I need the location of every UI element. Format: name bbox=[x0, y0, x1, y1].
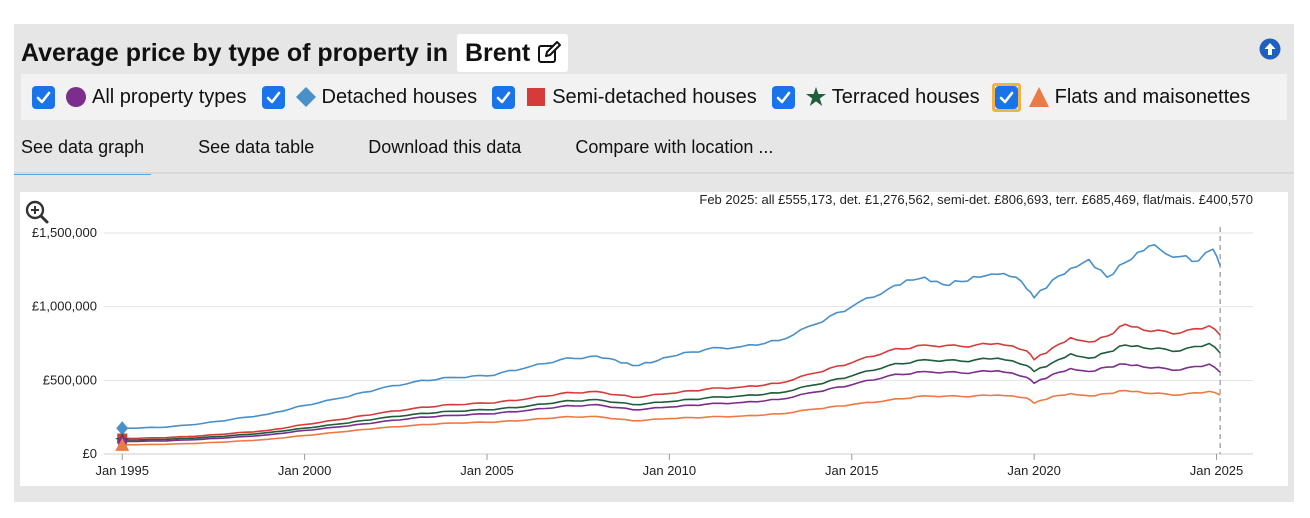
series-line-diamond[interactable] bbox=[122, 244, 1221, 429]
legend-item-semi[interactable]: Semi-detached houses bbox=[489, 83, 757, 112]
tab-divider bbox=[14, 172, 1294, 174]
checkbox-terraced[interactable] bbox=[771, 85, 795, 109]
view-tabs: See data graph See data table Download t… bbox=[14, 129, 820, 175]
series-line-square[interactable] bbox=[122, 323, 1221, 440]
square-marker-icon bbox=[527, 88, 546, 106]
latest-value-annotation: Feb 2025: all £555,173, det. £1,276,562,… bbox=[699, 192, 1253, 207]
scroll-up-icon[interactable] bbox=[1259, 38, 1281, 60]
checkbox-detached[interactable] bbox=[261, 85, 285, 109]
star-marker-icon bbox=[805, 87, 826, 106]
x-tick-label: Jan 2015 bbox=[825, 463, 879, 478]
price-line-chart: Feb 2025: all £555,173, det. £1,276,562,… bbox=[25, 192, 1253, 478]
x-tick-label: Jan 2020 bbox=[1007, 463, 1061, 478]
y-tick-label: £500,000 bbox=[43, 372, 97, 387]
legend-label: Terraced houses bbox=[831, 85, 980, 108]
edit-icon[interactable] bbox=[536, 40, 562, 66]
legend-label: Flats and maisonettes bbox=[1054, 85, 1251, 108]
x-tick-label: Jan 2000 bbox=[278, 463, 332, 478]
x-tick-label: Jan 2010 bbox=[643, 463, 697, 478]
triangle-series-marker[interactable] bbox=[115, 437, 130, 451]
tab-data-graph[interactable]: See data graph bbox=[14, 129, 152, 175]
series-line-star[interactable] bbox=[122, 342, 1221, 441]
series-legend: All property types Detached houses Semi-… bbox=[21, 74, 1287, 120]
legend-label: Semi-detached houses bbox=[552, 85, 757, 108]
y-tick-label: £1,000,000 bbox=[32, 299, 97, 314]
chart-area: Feb 2025: all £555,173, det. £1,276,562,… bbox=[20, 192, 1288, 486]
tab-compare-location[interactable]: Compare with location ... bbox=[575, 137, 774, 157]
diamond-series-marker[interactable] bbox=[116, 421, 129, 436]
circle-marker-icon bbox=[66, 87, 86, 107]
legend-item-flats[interactable]: Flats and maisonettes bbox=[991, 82, 1251, 112]
x-tick-label: Jan 2025 bbox=[1190, 463, 1244, 478]
x-tick-label: Jan 1995 bbox=[95, 463, 149, 478]
legend-label: Detached houses bbox=[321, 85, 478, 108]
checkbox-flats[interactable] bbox=[994, 85, 1018, 109]
tab-data-table[interactable]: See data table bbox=[198, 137, 315, 157]
series-line-triangle[interactable] bbox=[122, 389, 1221, 446]
legend-item-all[interactable]: All property types bbox=[29, 83, 247, 112]
title-row: Average price by type of property in Bre… bbox=[21, 34, 569, 72]
page-title: Average price by type of property in bbox=[21, 38, 448, 67]
legend-item-detached[interactable]: Detached houses bbox=[259, 83, 478, 112]
location-name[interactable]: Brent bbox=[464, 38, 531, 67]
tab-download-data[interactable]: Download this data bbox=[368, 137, 522, 157]
price-panel: Average price by type of property in Bre… bbox=[14, 24, 1294, 502]
legend-item-terraced[interactable]: Terraced houses bbox=[769, 83, 980, 112]
triangle-marker-icon bbox=[1028, 87, 1049, 107]
location-selector[interactable]: Brent bbox=[456, 34, 569, 72]
y-tick-label: £1,500,000 bbox=[32, 225, 97, 240]
diamond-marker-icon bbox=[295, 87, 316, 107]
x-tick-label: Jan 2005 bbox=[460, 463, 514, 478]
checkbox-semi[interactable] bbox=[492, 85, 516, 109]
series-line-circle[interactable] bbox=[122, 363, 1221, 443]
y-tick-label: £0 bbox=[83, 446, 97, 461]
checkbox-all[interactable] bbox=[32, 85, 55, 109]
zoom-icon[interactable] bbox=[25, 200, 49, 224]
legend-label: All property types bbox=[92, 85, 247, 108]
